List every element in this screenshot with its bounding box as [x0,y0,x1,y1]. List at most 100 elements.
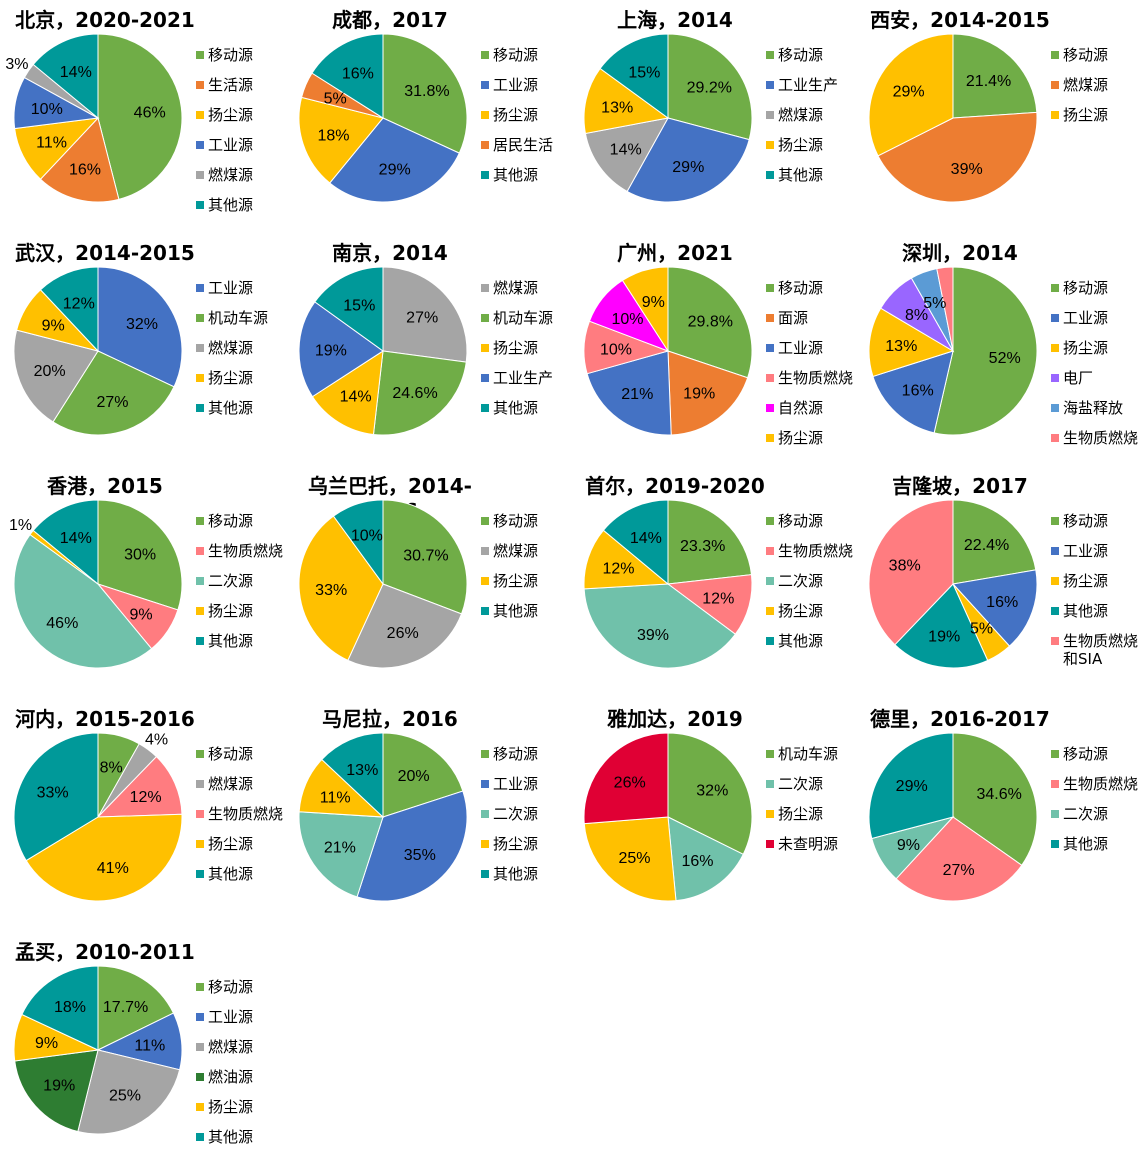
legend-label: 工业源 [1063,542,1109,560]
legend-swatch [196,374,204,382]
slice-label: 15% [343,298,375,315]
slice-label: 14% [60,530,92,547]
legend-item: 机动车源 [766,745,856,775]
slice-label: 29.2% [687,79,732,96]
legend-swatch [766,434,774,442]
legend-item: 其他源 [196,632,286,662]
slice-label: 3% [932,263,955,264]
slice-label: 14% [610,141,642,158]
slice-label: 31.8% [404,83,449,100]
pie-slice [97,965,175,1051]
pie-slice [583,529,670,590]
legend-item: 扬尘源 [481,106,571,136]
legend-item: 移动源 [481,745,571,775]
pie-slice [39,266,99,353]
legend-label: 其他源 [208,1128,254,1146]
slice-label: 13% [885,338,917,355]
chart-title: 香港，2015 [47,474,163,498]
legend-label: 移动源 [1063,46,1109,64]
legend-label: 二次源 [493,805,539,823]
legend-label: 其他源 [1063,835,1109,853]
slice-label: 23.3% [680,538,725,555]
slice-label: 25% [109,1088,141,1105]
slice-label: 46% [134,105,166,122]
legend-item: 其他源 [481,166,571,196]
pie-chart: 46% 16%11% 10% 3% 14% [5,33,183,203]
legend-item: 海盐释放 [1051,399,1140,429]
pie-chart: 52% 16% 13% 8%5% 3% [868,263,1038,436]
pie-chart: 17.7% 11% 25% 19% 9% 18% [13,965,183,1135]
slice-label: 41% [97,860,129,877]
legend-item: 二次源 [766,775,856,805]
pie-chart: 30.7% 26% 33% 10% [298,499,468,669]
pie-chart-panel: 北京，2020-2021 46% 16% 11% 10% 3% 14% 移动源 生活源 扬尘源 工业… [0,2,285,235]
legend-swatch [481,607,489,615]
pie-slice [14,1049,99,1133]
chart-title: 深圳，2014 [902,241,1018,265]
chart-title: 河内，2015-2016 [15,707,195,731]
legend-swatch [1051,517,1059,525]
slice-label: 38% [889,558,921,575]
slice-label: 27% [406,310,438,327]
legend-item: 移动源 [196,512,286,542]
legend-label: 工业生产 [493,369,554,387]
chart-legend: 移动源 工业生产 燃煤源 扬尘源 其他源 [766,46,856,196]
slice-label: 20% [398,768,430,785]
slice-label: 3% [5,56,28,73]
legend-swatch [1051,607,1059,615]
legend-label: 工业源 [778,339,824,357]
legend-item: 生物质燃烧 [1051,429,1140,459]
legend-swatch [481,750,489,758]
legend-label: 扬尘源 [778,805,824,823]
legend-label: 移动源 [493,745,539,763]
slice-label: 39% [951,161,983,178]
legend-item: 其他源 [196,196,286,226]
slice-label: 13% [346,762,378,779]
legend-swatch [766,750,774,758]
legend-swatch [481,870,489,878]
pie-slice [13,533,153,669]
legend-swatch [766,780,774,788]
legend-swatch [196,201,204,209]
pie-slice [894,583,989,669]
chart-legend: 移动源 工业源 燃煤源 燃油源 扬尘源 其他源 [196,978,286,1158]
slice-label: 35% [404,847,436,864]
legend-swatch [481,81,489,89]
legend-item: 生物质燃烧和SIA [1051,632,1140,668]
legend-label: 移动源 [778,46,824,64]
legend-label: 工业源 [493,775,539,793]
legend-label: 居民生活 [493,136,554,154]
pie-chart-panel: 西安，2014-2015 21.4% 39% 29% 移动源 燃煤源 扬尘源 [855,2,1140,235]
legend-item: 其他源 [766,166,856,196]
legend-item: 工业源 [196,279,286,309]
legend-label: 其他源 [208,632,254,650]
legend-item: 扬尘源 [196,369,286,399]
slice-label: 9% [130,606,153,623]
legend-swatch [1051,637,1059,645]
legend-label: 燃煤源 [208,339,254,357]
pie-slice [599,33,669,119]
chart-legend: 移动源 生物质燃烧 二次源 扬尘源 其他源 [766,512,856,662]
legend-swatch [766,314,774,322]
legend-item: 工业源 [196,1008,286,1038]
slice-label: 33% [37,784,69,801]
slice-label: 14% [60,64,92,81]
slice-label: 26% [387,625,419,642]
pie-slice [952,569,1038,647]
legend-swatch [766,374,774,382]
legend-label: 生物质燃烧 [208,542,284,560]
legend-label: 移动源 [208,745,254,763]
legend-item: 生物质燃烧 [766,369,856,399]
pie-chart-panel: 孟买，2010-2011 17.7% 11% 25% 19% 9% 18% 移动源 工业源 燃煤源… [0,934,285,1167]
slice-label: 10% [611,311,643,328]
legend-swatch [196,1103,204,1111]
legend-label: 生活源 [208,76,254,94]
pie-slice [952,499,1037,585]
chart-legend: 移动源 生物质燃烧 二次源 其他源 [1051,745,1140,865]
legend-item: 其他源 [196,865,286,895]
chart-legend: 移动源 工业源 扬尘源 居民生活 其他源 [481,46,571,196]
pie-chart-panel: 马尼拉，2016 20% 35% 21% 11% 13% 移动源 工业源 二次源 扬尘源 其他源 [285,701,570,934]
legend-swatch [196,607,204,615]
legend-swatch [196,517,204,525]
legend-swatch [196,1133,204,1141]
